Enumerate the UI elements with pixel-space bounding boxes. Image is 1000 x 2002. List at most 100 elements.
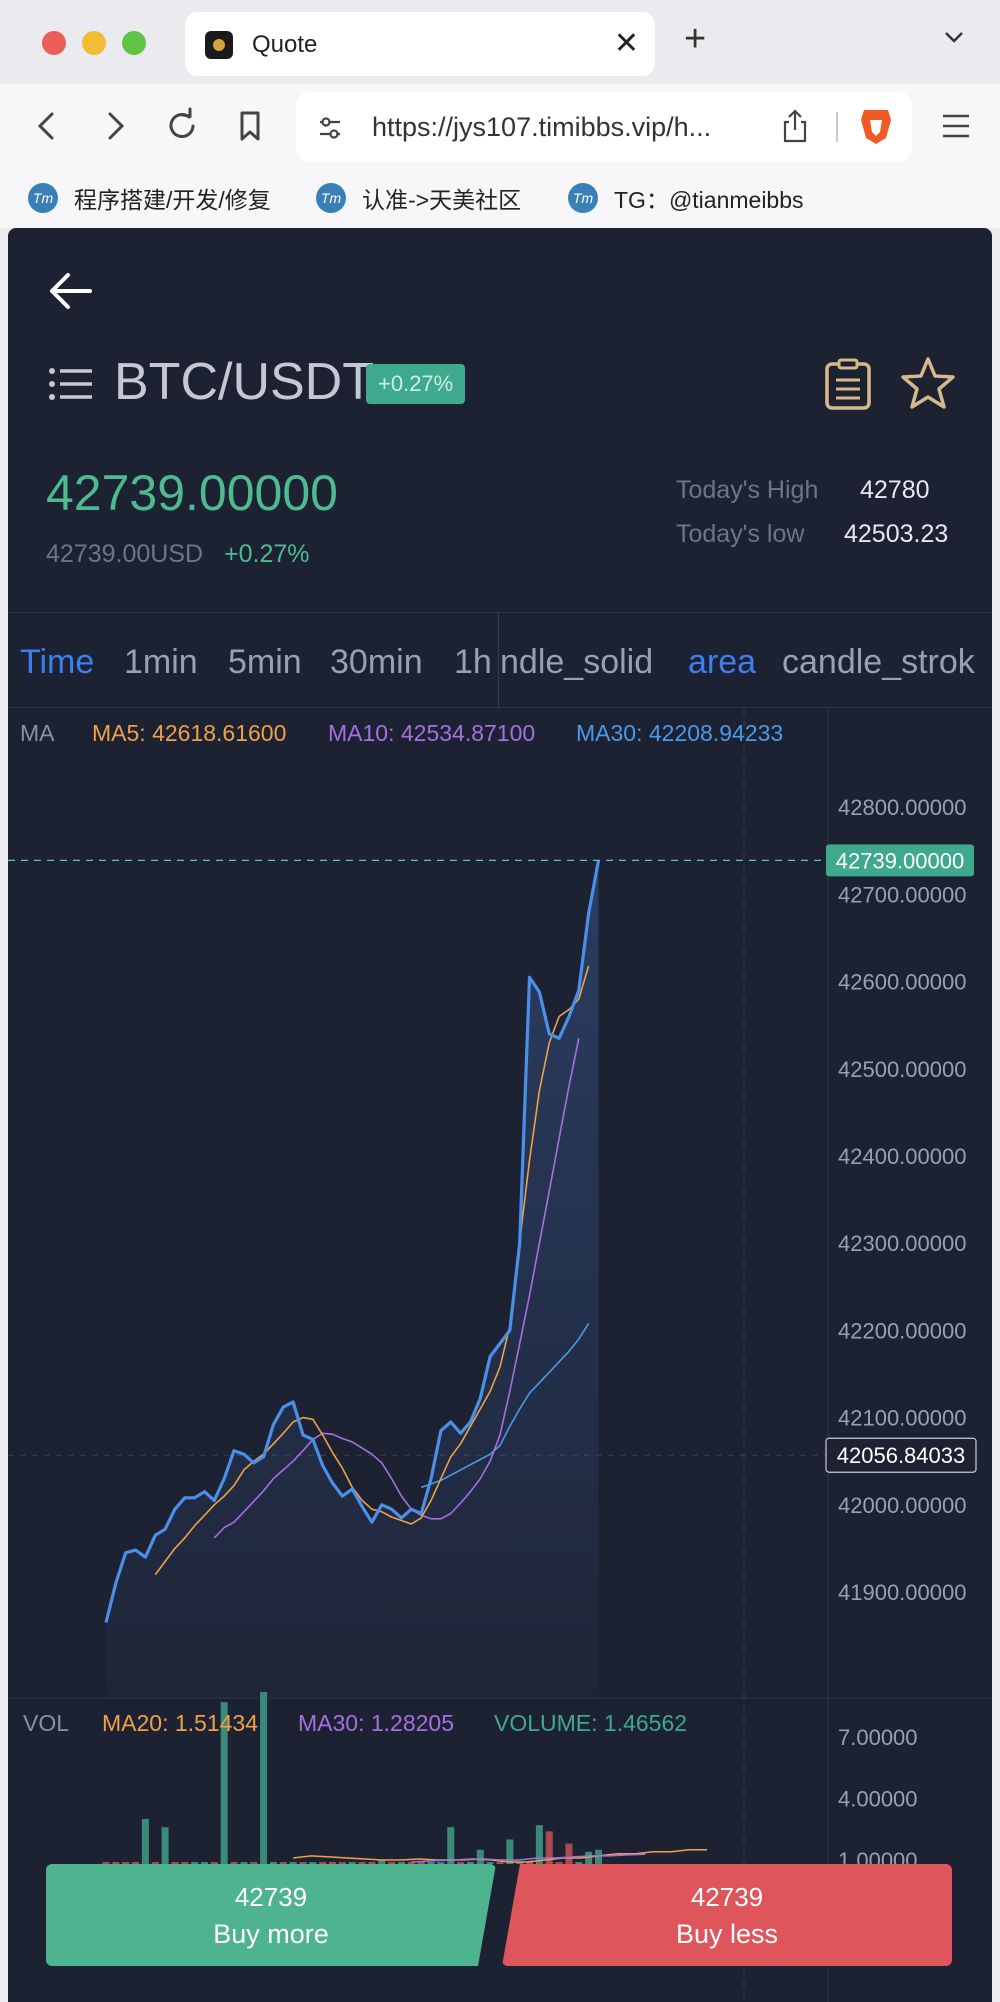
ma10-legend: MA10: 42534.87100 [328, 720, 536, 746]
tab-favicon-icon [205, 31, 233, 59]
bookmark-label: 程序搭建/开发/修复 [74, 187, 271, 213]
tab-5min[interactable]: 5min [228, 643, 302, 681]
volume-bar [437, 1862, 445, 1864]
sell-label: Buy less [675, 1919, 779, 1949]
ma10-line [213, 1038, 580, 1539]
volume-bar [496, 1862, 504, 1864]
price-area-fill [106, 860, 599, 1698]
tab-time[interactable]: Time [20, 643, 95, 681]
today-low-label: Today's low [676, 520, 805, 548]
bookmark-tm-icon: Tm [316, 183, 346, 213]
volume-bar [338, 1862, 346, 1864]
vol-ma30-line [411, 1853, 646, 1863]
volume-bar [358, 1862, 366, 1864]
usd-price: 42739.00USD [46, 540, 204, 568]
new-tab-button[interactable]: + [684, 18, 707, 60]
bookmark-item[interactable]: Tm 程序搭建/开发/修复 [28, 180, 271, 216]
clipboard-icon[interactable] [823, 358, 873, 412]
minimize-window-button[interactable] [82, 31, 106, 55]
volume-bar [260, 1691, 268, 1864]
volume-bar [122, 1862, 130, 1864]
bookmark-item[interactable]: Tm 认准->天美社区 [316, 180, 521, 216]
chevron-down-icon[interactable] [943, 26, 965, 48]
volume-bar [398, 1862, 405, 1864]
price-area [106, 860, 599, 1698]
volume-bar [289, 1862, 297, 1864]
bookmark-icon[interactable] [228, 104, 272, 148]
star-favorite-icon[interactable] [900, 356, 956, 410]
usd-change: +0.27% [224, 540, 310, 568]
tab-1h[interactable]: 1h [454, 643, 492, 681]
hamburger-menu-icon[interactable] [934, 104, 978, 148]
trading-pair-title[interactable]: BTC/USDT [114, 353, 374, 411]
browser-toolbar: https://jys107.timibbs.vip/h... [0, 84, 1000, 170]
vol-ma20-legend: MA20: 1.51434 [102, 1710, 259, 1736]
volume-bar [240, 1862, 248, 1864]
vol-legend-label: VOL [23, 1710, 70, 1736]
ma5-legend: MA5: 42618.61600 [92, 720, 287, 746]
bookmark-item[interactable]: Tm TG：@tianmeibbs [568, 180, 804, 216]
forward-arrow-icon[interactable] [92, 104, 136, 148]
tab-30min[interactable]: 30min [330, 643, 423, 681]
buy-less-button[interactable]: 42739 Buy less [502, 1864, 952, 1966]
back-arrow-icon[interactable] [26, 104, 70, 148]
zoom-window-button[interactable] [122, 31, 146, 55]
tab-area[interactable]: area [688, 643, 757, 681]
close-window-button[interactable] [42, 31, 66, 55]
browser-tab[interactable]: Quote ✕ [185, 12, 655, 76]
bookmark-tm-icon: Tm [568, 183, 598, 213]
change-badge: +0.27% [366, 364, 466, 404]
volume-bar [368, 1862, 376, 1864]
volume-bar [535, 1825, 543, 1864]
share-icon[interactable] [780, 108, 810, 144]
tab-title: Quote [252, 31, 318, 58]
volume-bar [545, 1831, 553, 1864]
volume-bar [516, 1862, 524, 1864]
y-tick-label: 42300.00000 [838, 1231, 966, 1256]
volume-bar [466, 1862, 474, 1864]
tab-1min[interactable]: 1min [124, 643, 198, 681]
volume-bar [299, 1862, 307, 1864]
volume-bar [141, 1819, 149, 1864]
volume-bar [506, 1839, 514, 1864]
last-price: 42739.00000 [46, 465, 338, 521]
back-arrow-icon[interactable] [48, 268, 94, 314]
volume-bar [329, 1862, 337, 1864]
vol-ma30-legend: MA30: 1.28205 [298, 1710, 455, 1736]
tab-close-icon[interactable]: ✕ [613, 27, 639, 60]
volume-bars [102, 1691, 708, 1864]
chart-lines [8, 859, 828, 1623]
bookmark-label: TG：@tianmeibbs [614, 187, 804, 213]
volume-bar [565, 1843, 573, 1864]
tab-candle-stroke[interactable]: candle_strok [782, 643, 975, 681]
ma30-legend: MA30: 42208.94233 [576, 720, 784, 746]
tab-candle-solid[interactable]: ndle_solid [500, 643, 654, 681]
buy-more-button[interactable]: 42739 Buy more [46, 1864, 496, 1966]
volume-bar [486, 1862, 494, 1864]
volume-bar [348, 1862, 356, 1864]
tab-divider [498, 613, 499, 709]
price-chart[interactable]: 42800.00000 42700.00000 42600.00000 42500.0… [8, 228, 992, 2002]
volume-bar [112, 1862, 120, 1864]
today-high-value: 42780 [860, 476, 930, 504]
volume-bar [210, 1862, 218, 1864]
buy-label: Buy more [213, 1919, 329, 1949]
crosshair-tag-label: 42056.84033 [837, 1443, 965, 1468]
volume-bar [319, 1862, 327, 1864]
volume-bar [102, 1862, 110, 1864]
address-bar[interactable]: https://jys107.timibbs.vip/h... [296, 92, 912, 162]
volume-bar [171, 1862, 179, 1864]
reload-icon[interactable] [160, 104, 204, 148]
today-low-value: 42503.23 [844, 520, 949, 548]
volume-bar [132, 1862, 140, 1864]
volume-bar [220, 1702, 228, 1864]
site-settings-icon[interactable] [316, 114, 344, 142]
y-tick-label: 42000.00000 [838, 1493, 966, 1518]
address-bar-divider [836, 112, 838, 142]
brave-shield-icon[interactable] [858, 106, 894, 146]
volume-bar [476, 1849, 484, 1864]
volume-bar [417, 1862, 425, 1864]
list-menu-icon[interactable] [48, 366, 94, 402]
volume-bar [250, 1862, 258, 1864]
volume-bar [427, 1862, 435, 1864]
